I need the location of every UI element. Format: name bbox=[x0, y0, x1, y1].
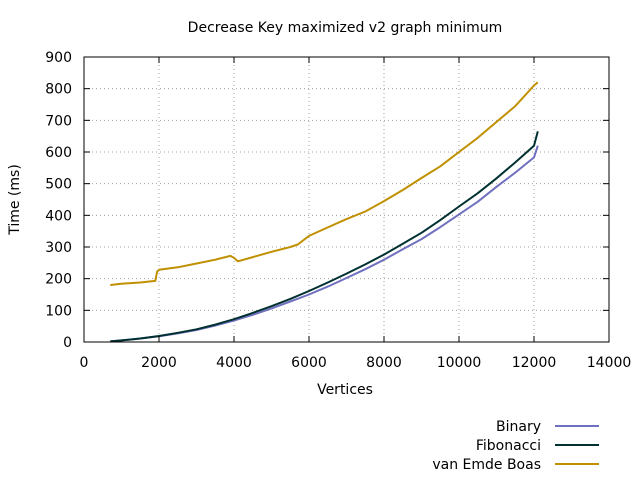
y-tick-label: 400 bbox=[45, 208, 72, 224]
y-tick-label: 0 bbox=[63, 335, 72, 351]
x-tick-label: 6000 bbox=[291, 355, 327, 371]
y-tick-label: 200 bbox=[45, 272, 72, 288]
y-tick-label: 700 bbox=[45, 113, 72, 129]
plot-frame bbox=[83, 56, 610, 343]
x-tick-label: 10000 bbox=[437, 355, 482, 371]
x-tick-label: 0 bbox=[80, 355, 89, 371]
y-axis-label: Time (ms) bbox=[7, 164, 23, 236]
x-tick-label: 8000 bbox=[366, 355, 402, 371]
chart-title: Decrease Key maximized v2 graph minimum bbox=[188, 20, 503, 36]
series-line-van-emde-boas bbox=[110, 81, 539, 286]
y-tick-label: 900 bbox=[45, 50, 72, 66]
series-line-binary bbox=[110, 145, 539, 343]
series-lines bbox=[110, 81, 539, 343]
y-tick-label: 500 bbox=[45, 177, 72, 193]
y-tick-label: 100 bbox=[45, 303, 72, 319]
series-line-fibonacci bbox=[110, 131, 539, 343]
legend: Binary Fibonacci van Emde Boas bbox=[432, 419, 599, 473]
x-tick-label: 2000 bbox=[141, 355, 177, 371]
legend-label-fibonacci: Fibonacci bbox=[476, 438, 541, 454]
x-axis-label: Vertices bbox=[317, 382, 373, 398]
y-tick-label: 600 bbox=[45, 145, 72, 161]
legend-label-binary: Binary bbox=[496, 419, 541, 435]
grid-lines bbox=[84, 57, 609, 342]
legend-label-van-emde-boas: van Emde Boas bbox=[432, 457, 541, 473]
x-tick-label: 12000 bbox=[512, 355, 557, 371]
axis-ticks: 0 2000 4000 6000 8000 10000 12000 14000 0 100 200 3… bbox=[45, 50, 631, 371]
y-tick-label: 800 bbox=[45, 82, 72, 98]
y-tick-label: 300 bbox=[45, 240, 72, 256]
x-tick-label: 4000 bbox=[216, 355, 252, 371]
x-tick-label: 14000 bbox=[587, 355, 632, 371]
